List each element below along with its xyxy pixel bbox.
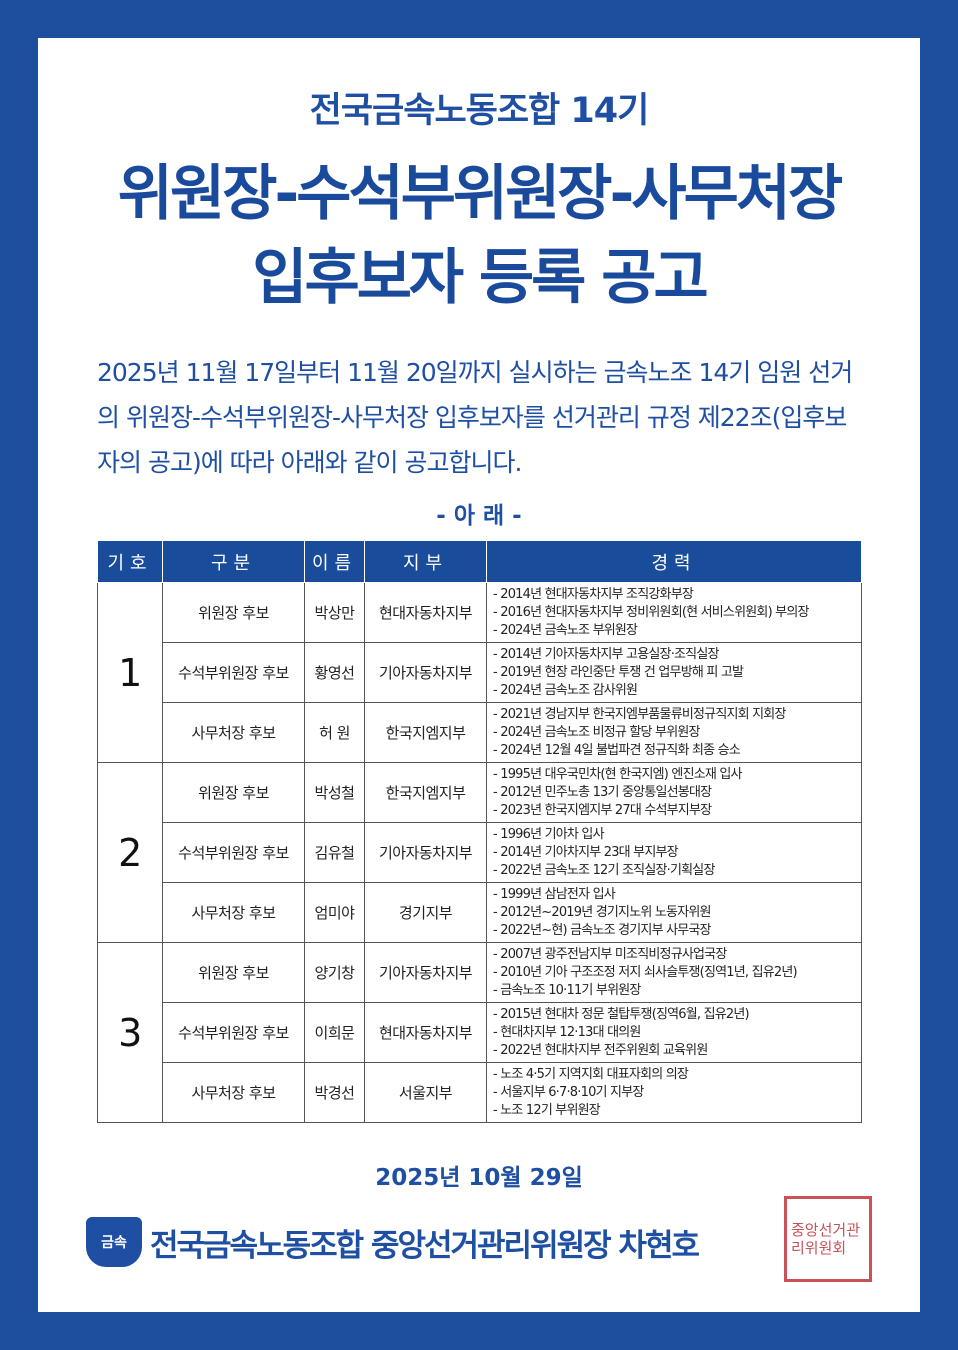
column-header: 구분 xyxy=(162,540,305,583)
signature-text: 전국금속노동조합 중앙선거관리위원장 차현호 xyxy=(150,1227,700,1264)
candidate-career: - 1995년 대우국민차(현 한국지엠) 엔진소재 입사 - 2012년 민주노… xyxy=(486,762,862,823)
official-seal: 중앙선거관리위원회 xyxy=(784,1196,872,1282)
career-item: - 2014년 기아차지부 23대 부지부장 xyxy=(493,844,679,860)
candidate-branch: 기아자동차지부 xyxy=(364,822,487,883)
candidate-name: 이희문 xyxy=(304,1002,365,1063)
table-row: 3 위원장 후보 양기창 기아자동차지부 - 2007년 광주전남지부 미조직비정규사업… xyxy=(97,942,862,1123)
career-item: - 2022년 금속노조 12기 조직실장·기획실장 xyxy=(493,862,715,878)
table-row: 2 위원장 후보 박성철 한국지엠지부 - 1995년 대우국민차(현 한국지엠) 엔진… xyxy=(97,762,862,943)
table-row: 1 위원장 후보 박상만 현대자동차지부 - 2014년 현대자동차지부 조직강화부장 -… xyxy=(97,582,862,763)
table-row: 수석부위원장 후보 황영선 기아자동차지부 - 2014년 기아자동차지부 고용실장·… xyxy=(98,642,862,703)
candidate-role: 위원장 후보 xyxy=(162,582,305,643)
intro-paragraph: 2025년 11월 17일부터 11월 20일까지 실시하는 금속노조 14기 … xyxy=(97,358,853,477)
title-line-notice: 입후보자 등록 공고 xyxy=(252,243,708,313)
career-item: - 2014년 기아자동차지부 고용실장·조직실장 xyxy=(493,646,719,662)
candidate-number: 1 xyxy=(97,582,163,763)
career-item: - 2023년 한국지엠지부 27대 수석부지부장 xyxy=(493,802,712,818)
candidate-name: 박성철 xyxy=(304,762,365,823)
candidate-role: 수석부위원장 후보 xyxy=(162,642,305,703)
candidate-number: 2 xyxy=(97,762,163,943)
candidate-branch: 한국지엠지부 xyxy=(364,762,487,823)
career-item: - 2024년 금속노조 부위원장 xyxy=(493,622,638,638)
career-item: - 2022년 현대차지부 전주위원회 교육위원 xyxy=(493,1042,708,1058)
candidate-role: 수석부위원장 후보 xyxy=(162,822,305,883)
career-item: - 1999년 삼남전자 입사 xyxy=(493,886,616,902)
candidate-name: 엄미야 xyxy=(304,882,365,943)
career-item: - 1995년 대우국민차(현 한국지엠) 엔진소재 입사 xyxy=(493,766,743,782)
career-item: - 2007년 광주전남지부 미조직비정규사업국장 xyxy=(493,946,727,962)
section-label: - 아 래 - xyxy=(436,503,522,529)
candidate-branch: 서울지부 xyxy=(364,1062,487,1123)
candidate-career: - 2007년 광주전남지부 미조직비정규사업국장 - 2010년 기아 구조조정… xyxy=(486,942,862,1003)
career-item: - 2021년 경남지부 한국지엠부품물류비정규직지회 지회장 xyxy=(493,706,786,722)
candidate-name: 박상만 xyxy=(304,582,365,643)
career-item: - 2016년 현대자동차지부 정비위원회(현 서비스위원회) 부의장 xyxy=(493,604,809,620)
career-item: - 금속노조 10·11기 부위원장 xyxy=(493,982,641,998)
career-item: - 노조 12기 부위원장 xyxy=(493,1102,601,1118)
career-item: - 현대차지부 12·13대 대의원 xyxy=(493,1024,641,1040)
career-item: - 서울지부 6·7·8·10기 지부장 xyxy=(493,1084,644,1100)
career-item: - 2014년 현대자동차지부 조직강화부장 xyxy=(493,586,694,602)
candidate-career: - 2021년 경남지부 한국지엠부품물류비정규직지회 지회장 - 2024년 금… xyxy=(486,702,862,763)
table-row: 수석부위원장 후보 김유철 기아자동차지부 - 1996년 기아차 입사 - 2014년… xyxy=(98,822,862,883)
column-header: 이름 xyxy=(304,540,365,583)
candidate-career: - 1996년 기아차 입사 - 2014년 기아차지부 23대 부지부장 - 20… xyxy=(486,822,862,883)
career-item: - 2024년 12월 4일 불법파견 정규직화 최종 승소 xyxy=(493,742,741,758)
table-row: 사무처장 후보 엄미야 경기지부 - 1999년 삼남전자 입사 - 2012년~201… xyxy=(98,882,862,943)
table-row: 사무처장 후보 박경선 서울지부 - 노조 4·5기 지역지회 대표자회의 의장 - 서… xyxy=(98,1062,862,1123)
column-header: 경력 xyxy=(486,540,862,583)
candidate-role: 위원장 후보 xyxy=(162,762,305,823)
candidate-career: - 2015년 현대차 정문 철탑투쟁(징역6월, 집유2년) - 현대차지부 1… xyxy=(486,1002,862,1063)
title-union: 전국금속노동조합 14기 xyxy=(309,91,650,131)
career-item: - 2024년 금속노조 감사위원 xyxy=(493,682,638,698)
candidate-name: 김유철 xyxy=(304,822,365,883)
candidate-career: - 1999년 삼남전자 입사 - 2012년~2019년 경기지노위 노동자위원… xyxy=(486,882,862,943)
candidate-branch: 경기지부 xyxy=(364,882,487,943)
candidate-name: 박경선 xyxy=(304,1062,365,1123)
candidate-career: - 노조 4·5기 지역지회 대표자회의 의장 - 서울지부 6·7·8·10기 … xyxy=(486,1062,862,1123)
notice-date: 2025년 10월 29일 xyxy=(375,1165,583,1191)
candidate-branch: 현대자동차지부 xyxy=(364,582,487,643)
candidate-name: 허 원 xyxy=(304,702,365,763)
page-title: 위원장-수석부위원장-사무처장 입후보자 등록 공고 xyxy=(0,152,958,320)
column-header: 기호 xyxy=(97,540,163,583)
candidate-role: 사무처장 후보 xyxy=(162,882,305,943)
column-header: 지부 xyxy=(364,540,487,583)
career-item: - 2024년 금속노조 비정규 할당 부위원장 xyxy=(493,724,700,740)
candidate-name: 황영선 xyxy=(304,642,365,703)
candidate-number: 3 xyxy=(97,942,163,1123)
career-item: - 2015년 현대차 정문 철탑투쟁(징역6월, 집유2년) xyxy=(493,1006,750,1022)
title-line-positions: 위원장-수석부위원장-사무처장 xyxy=(117,159,843,229)
candidate-career: - 2014년 현대자동차지부 조직강화부장 - 2016년 현대자동차지부 정비… xyxy=(486,582,862,643)
candidate-role: 사무처장 후보 xyxy=(162,1062,305,1123)
table-row: 사무처장 후보 허 원 한국지엠지부 - 2021년 경남지부 한국지엠부품물류비정규… xyxy=(98,702,862,763)
career-item: - 2012년 민주노총 13기 중앙통일선봉대장 xyxy=(493,784,712,800)
candidate-name: 양기창 xyxy=(304,942,365,1003)
candidate-career: - 2014년 기아자동차지부 고용실장·조직실장 - 2019년 현장 라인중단… xyxy=(486,642,862,703)
candidate-role: 수석부위원장 후보 xyxy=(162,1002,305,1063)
candidate-role: 위원장 후보 xyxy=(162,942,305,1003)
candidate-branch: 기아자동차지부 xyxy=(364,642,487,703)
career-item: - 2022년~현) 금속노조 경기지부 사무국장 xyxy=(493,922,712,938)
career-item: - 2010년 기아 구조조정 저지 쇠사슬투쟁(징역1년, 집유2년) xyxy=(493,964,798,980)
table-row: 수석부위원장 후보 이희문 현대자동차지부 - 2015년 현대차 정문 철탑투쟁(징… xyxy=(98,1002,862,1063)
career-item: - 1996년 기아차 입사 xyxy=(493,826,605,842)
union-logo: 금속 xyxy=(86,1217,142,1267)
candidate-branch: 기아자동차지부 xyxy=(364,942,487,1003)
candidate-branch: 현대자동차지부 xyxy=(364,1002,487,1063)
career-item: - 2012년~2019년 경기지노위 노동자위원 xyxy=(493,904,711,920)
candidate-table: 기호 구분 이름 지부 경력 1 위원장 후보 박상만 현대자동차지부 - 2014년 현대자동… xyxy=(97,540,862,1123)
career-item: - 노조 4·5기 지역지회 대표자회의 의장 xyxy=(493,1066,689,1082)
candidate-branch: 한국지엠지부 xyxy=(364,702,487,763)
footer-signature: 금속 전국금속노동조합 중앙선거관리위원장 차현호 xyxy=(86,1214,700,1270)
candidate-role: 사무처장 후보 xyxy=(162,702,305,763)
career-item: - 2019년 현장 라인중단 투쟁 건 업무방해 피 고발 xyxy=(493,664,744,680)
